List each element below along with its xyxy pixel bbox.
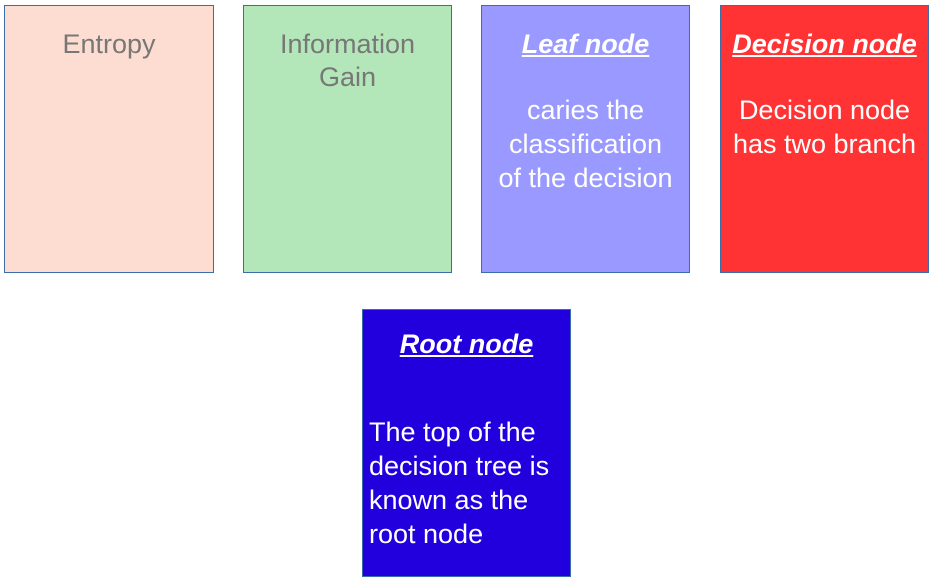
- leaf-node-card: Leaf node caries the classification of t…: [481, 5, 690, 273]
- information-gain-title: Information Gain: [279, 29, 416, 92]
- entropy-card: Entropy: [4, 5, 214, 273]
- decision-node-description: Decision node has two branch: [732, 95, 917, 159]
- leaf-node-description: caries the classification of the decisio…: [498, 95, 673, 193]
- root-node-card: Root node The top of the decision tree i…: [362, 309, 571, 577]
- decision-node-title: Decision node: [732, 29, 917, 59]
- decision-node-card: Decision node Decision node has two bran…: [720, 5, 929, 273]
- root-node-title: Root node: [399, 329, 534, 359]
- information-gain-card: Information Gain: [243, 5, 452, 273]
- leaf-node-title: Leaf node: [521, 29, 650, 59]
- entropy-title: Entropy: [62, 29, 156, 59]
- root-node-description: The top of the decision tree is known as…: [369, 417, 550, 549]
